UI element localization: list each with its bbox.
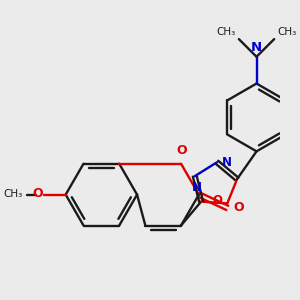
Text: CH₃: CH₃: [3, 189, 22, 199]
Text: N: N: [251, 41, 262, 54]
Text: N: N: [222, 156, 232, 169]
Text: O: O: [234, 201, 244, 214]
Text: O: O: [177, 145, 187, 158]
Text: CH₃: CH₃: [216, 27, 235, 37]
Text: O: O: [32, 187, 43, 200]
Text: CH₃: CH₃: [278, 27, 297, 37]
Text: O: O: [213, 194, 223, 207]
Text: N: N: [191, 181, 202, 194]
